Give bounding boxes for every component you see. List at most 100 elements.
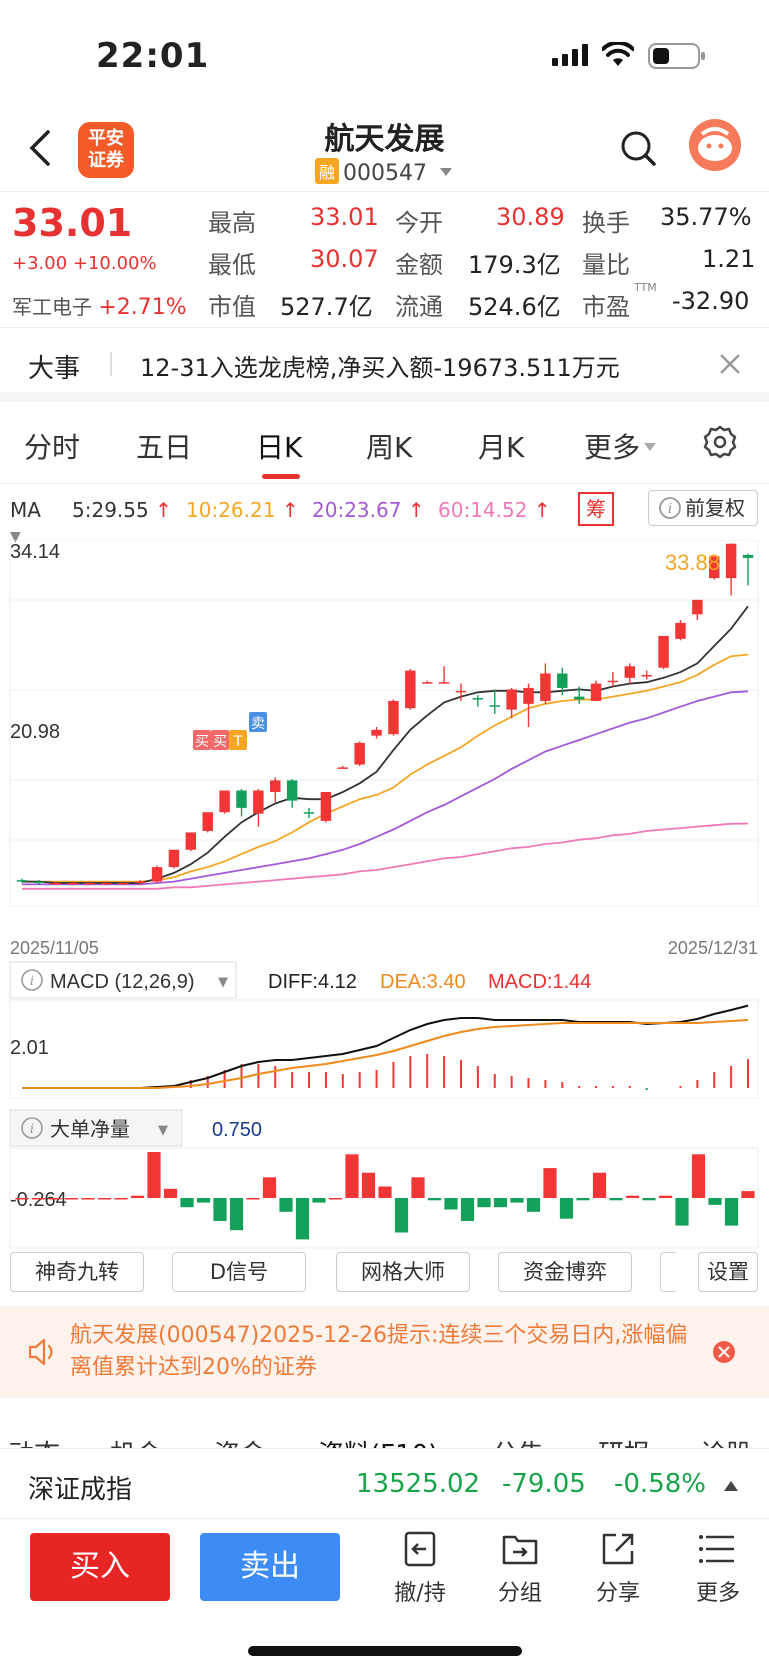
candle-body <box>506 689 517 710</box>
big-order-bar <box>708 1198 722 1205</box>
alert-text: 航天发展(000547)2025-12-26提示:连续三个交易日内,涨幅偏离值累… <box>70 1323 688 1380</box>
subtab-opportunity[interactable]: 机会 <box>110 1434 162 1450</box>
big-order-bar <box>658 1195 673 1198</box>
broker-logo: 平安 证券 <box>78 122 134 178</box>
subtab-f10[interactable]: 资料(F10) <box>318 1434 438 1450</box>
value-volume-ratio: 1.21 <box>702 245 756 273</box>
signal-badge <box>193 730 211 750</box>
big-order-bars <box>15 1152 755 1240</box>
tool-d-signal[interactable]: D信号 <box>172 1252 306 1292</box>
candle-body <box>202 812 213 831</box>
candle-body <box>573 696 585 700</box>
alert-banner[interactable]: 航天发展(000547)2025-12-26提示:连续三个交易日内,涨幅偏离值累… <box>0 1306 769 1398</box>
sector-name: 军工电子 <box>12 295 92 319</box>
dea-line <box>22 1019 749 1089</box>
macd-panel: i MACD (12,26,9) ▼ DIFF:4.12 DEA:3.40 MA… <box>9 961 749 1090</box>
share-button[interactable]: 分享 <box>578 1529 658 1607</box>
tool-magic-nine[interactable]: 神奇九转 <box>10 1252 144 1292</box>
sector-row[interactable]: 军工电子 +2.71% <box>12 291 187 320</box>
big-order-bar <box>130 1195 145 1198</box>
last-price: 33.01 <box>12 201 133 245</box>
ma-label: MA <box>10 498 41 522</box>
big-order-bar <box>394 1198 409 1233</box>
logo-text-top: 平安 <box>88 128 124 149</box>
stock-code-row[interactable]: 融 000547 <box>0 158 769 186</box>
ma60-text: 60:14.52 <box>438 498 528 522</box>
value-high: 33.01 <box>310 203 379 231</box>
kline-chart-area[interactable]: 34.14 20.98 33.88 2025/11/05 2025/12/31 … <box>0 540 769 1250</box>
candle-body <box>405 670 416 709</box>
news-divider <box>110 352 112 376</box>
caret-up-icon <box>724 1481 738 1491</box>
big-order-bar <box>97 1198 112 1200</box>
tab-intraday[interactable]: 分时 <box>24 431 81 464</box>
assistant-avatar-icon[interactable] <box>688 118 742 172</box>
candle-body <box>101 882 112 885</box>
candle-body <box>320 791 332 821</box>
ma20-line <box>22 690 749 886</box>
label-amount: 金额 <box>395 251 443 279</box>
chevron-left-icon[interactable] <box>26 128 52 168</box>
buy-button[interactable]: 买入 <box>30 1533 170 1601</box>
subtab-capital[interactable]: 资金 <box>214 1434 266 1450</box>
index-value: 13525.02 <box>356 1469 481 1499</box>
kline-frame <box>9 540 759 907</box>
big-order-title: 大单净量 <box>50 1118 130 1141</box>
big-order-bar <box>361 1172 376 1198</box>
tab-five-day[interactable]: 五日 <box>136 431 193 464</box>
chip-distribution-button[interactable]: 筹 <box>578 492 614 526</box>
group-label: 分组 <box>497 1581 542 1606</box>
more-button[interactable]: 更多 <box>678 1529 758 1607</box>
value-pe: -32.90 <box>672 287 750 315</box>
tool-grid-master[interactable]: 网格大师 <box>336 1252 470 1292</box>
big-order-bar <box>163 1188 178 1198</box>
battery-icon <box>648 43 705 69</box>
y-label-high: 34.14 <box>10 541 60 563</box>
signal-badge <box>211 730 229 750</box>
macd-selector[interactable] <box>9 961 237 999</box>
max-price-label: 33.88 <box>665 550 720 575</box>
big-order-value: 0.750 <box>212 1119 262 1141</box>
close-icon[interactable] <box>718 352 742 376</box>
signal-text: T <box>233 734 243 750</box>
big-order-bar <box>64 1198 79 1200</box>
subtab-diagnosis[interactable]: 诊股 <box>700 1434 752 1450</box>
subtab-research[interactable]: 研报 <box>598 1434 650 1450</box>
tool-capital-game[interactable]: 资金博弈 <box>498 1252 632 1292</box>
group-button[interactable]: 分组 <box>480 1529 560 1607</box>
big-order-bar <box>691 1154 706 1198</box>
folder-icon <box>502 1535 538 1565</box>
tool-settings[interactable]: 设置 <box>698 1252 758 1292</box>
big-order-bar <box>543 1168 557 1198</box>
big-order-selector[interactable] <box>9 1109 183 1147</box>
index-ticker[interactable]: 深证成指 13525.02 -79.05 -0.58% <box>0 1448 769 1518</box>
subtab-announcement[interactable]: 公告 <box>492 1434 544 1450</box>
adjust-button[interactable]: 前复权 <box>648 490 758 526</box>
tab-weekly-k[interactable]: 周K <box>366 431 413 464</box>
ma60-value: 60:14.52 ↑ <box>438 498 551 522</box>
caret-down-icon: ▼ <box>158 1123 168 1138</box>
tool-partial[interactable] <box>660 1252 676 1292</box>
tab-more-label: 更多 <box>584 431 641 464</box>
big-order-bar <box>262 1177 277 1198</box>
big-order-bar <box>31 1198 46 1200</box>
tab-daily-k[interactable]: 日K <box>256 431 303 464</box>
macd-dea: DEA:3.40 <box>380 971 466 993</box>
tab-monthly-k[interactable]: 月K <box>478 431 525 464</box>
search-icon[interactable] <box>618 128 658 168</box>
sell-button[interactable]: 卖出 <box>200 1533 340 1601</box>
news-bar[interactable]: 大事 12-31入选龙虎榜,净买入额-19673.511万元 <box>0 330 769 402</box>
subtab-news[interactable]: 动态 <box>8 1434 60 1450</box>
gear-icon[interactable] <box>702 424 738 460</box>
cancel-hold-button[interactable]: 撤/持 <box>380 1529 460 1607</box>
tab-more[interactable]: 更多 <box>584 426 658 466</box>
label-float-cap: 流通 <box>395 293 443 321</box>
big-order-bar <box>48 1198 62 1200</box>
close-circle-icon[interactable] <box>712 1340 736 1364</box>
candle-body <box>151 867 163 882</box>
ma20-value: 20:23.67 ↑ <box>312 498 425 522</box>
macd-frame <box>9 999 759 1099</box>
ma-selector[interactable]: MA ▼ <box>10 498 41 546</box>
caret-down-icon: ▼ <box>218 975 228 990</box>
candle-body <box>540 673 551 701</box>
